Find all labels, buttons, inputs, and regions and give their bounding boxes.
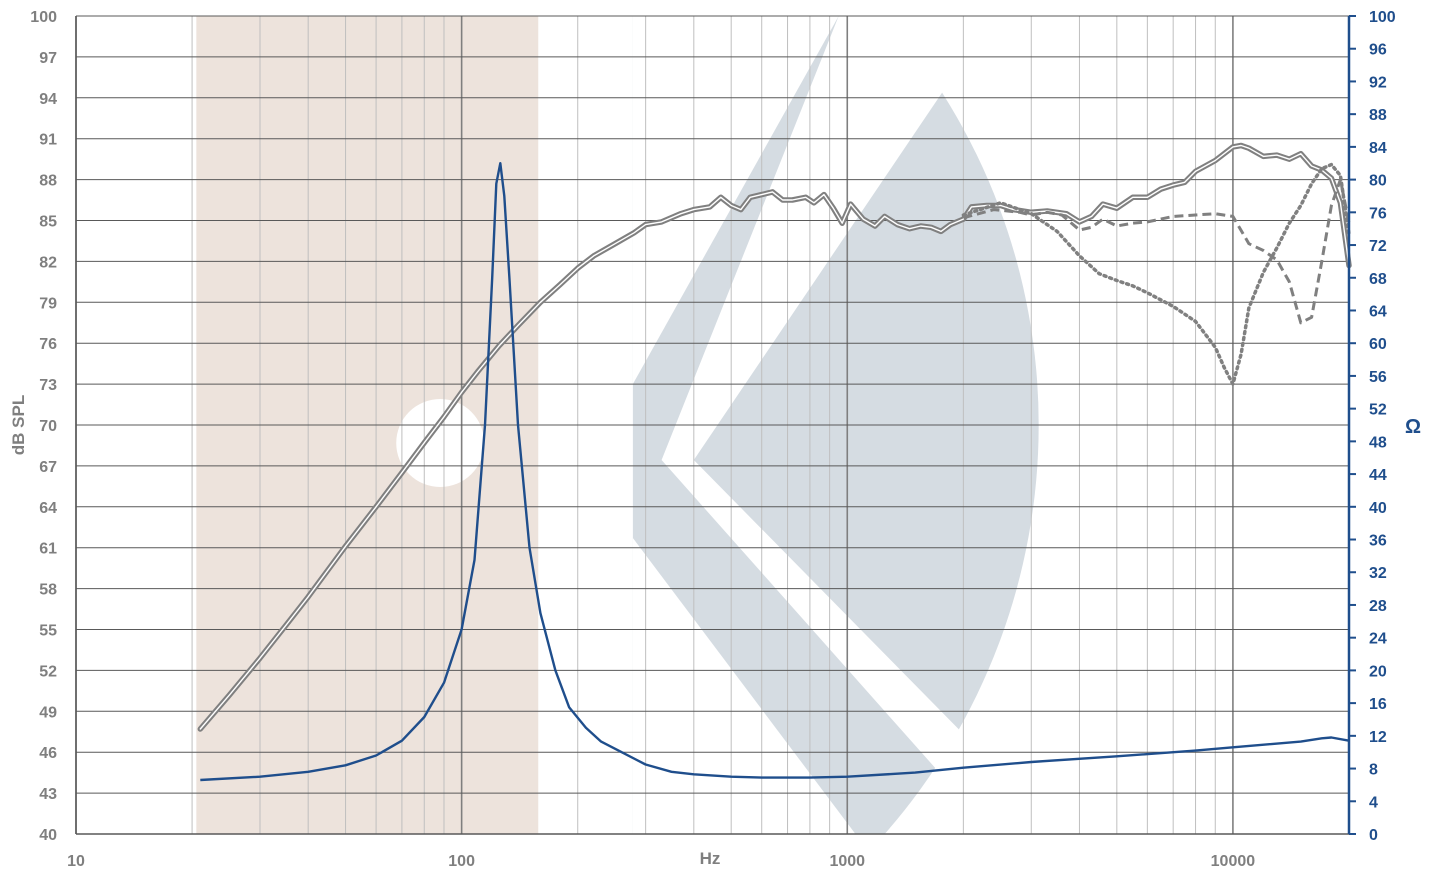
y-tick-label-right: 40 (1369, 500, 1387, 517)
y-axis-label-right: Ω (1405, 416, 1421, 438)
tick-labels: 4043464952555861646770737679828588919497… (30, 9, 1396, 870)
y-tick-label-right: 24 (1369, 631, 1387, 648)
y-tick-label-right: 60 (1369, 336, 1387, 353)
y-tick-label-right: 96 (1369, 42, 1387, 59)
y-tick-label-left: 85 (39, 214, 57, 231)
y-tick-label-left: 43 (39, 786, 57, 803)
axes (75, 15, 1356, 835)
x-tick-label: 10 (67, 853, 85, 870)
spl-offaxis-dashed-line (963, 178, 1351, 325)
x-tick-label: 100 (448, 853, 475, 870)
y-tick-label-left: 52 (39, 663, 57, 680)
y-tick-label-left: 46 (39, 745, 57, 762)
y-tick-label-left: 55 (39, 623, 57, 640)
spl-offaxis-dotted-line (961, 162, 1351, 389)
y-tick-label-left: 94 (39, 91, 57, 108)
watermark-white-wedge-bottom (632, 538, 856, 834)
watermark-circle (396, 399, 485, 487)
y-tick-label-right: 76 (1369, 205, 1387, 222)
series-lines (197, 142, 1352, 782)
y-tick-label-right: 84 (1369, 140, 1387, 157)
x-tick-label: 1000 (829, 853, 865, 870)
y-tick-label-right: 64 (1369, 303, 1387, 320)
y-tick-label-right: 80 (1369, 173, 1387, 190)
y-tick-label-right: 36 (1369, 533, 1387, 550)
y-tick-label-left: 49 (39, 704, 57, 721)
y-tick-label-left: 64 (39, 500, 57, 517)
y-tick-label-left: 82 (39, 254, 57, 271)
y-tick-label-right: 8 (1369, 762, 1378, 779)
y-tick-label-right: 4 (1369, 794, 1378, 811)
y-tick-label-left: 79 (39, 295, 57, 312)
y-tick-label-left: 76 (39, 336, 57, 353)
y-tick-label-left: 91 (39, 132, 57, 149)
y-tick-label-right: 28 (1369, 598, 1387, 615)
watermark-white-wedge-top (632, 16, 839, 384)
y-tick-label-right: 20 (1369, 663, 1387, 680)
y-tick-label-right: 32 (1369, 565, 1387, 582)
y-tick-label-right: 100 (1369, 9, 1396, 26)
y-axis-label-left: dB SPL (9, 395, 28, 455)
y-tick-label-left: 97 (39, 50, 57, 67)
y-tick-label-right: 44 (1369, 467, 1387, 484)
y-tick-label-right: 0 (1369, 827, 1378, 844)
y-tick-label-left: 40 (39, 827, 57, 844)
y-tick-label-left: 100 (30, 9, 57, 26)
x-axis-label: Hz (700, 849, 721, 868)
y-tick-label-left: 70 (39, 418, 57, 435)
spl-line-inner (199, 144, 1350, 730)
y-tick-label-right: 92 (1369, 74, 1387, 91)
impedance-line (200, 162, 1350, 782)
y-tick-label-right: 52 (1369, 402, 1387, 419)
y-tick-label-left: 61 (39, 541, 57, 558)
y-tick-label-right: 88 (1369, 107, 1387, 124)
y-tick-label-left: 88 (39, 173, 57, 190)
grid-lines (75, 15, 1350, 835)
y-tick-label-right: 16 (1369, 696, 1387, 713)
x-tick-label: 10000 (1211, 853, 1256, 870)
y-tick-label-left: 67 (39, 459, 57, 476)
y-tick-label-right: 48 (1369, 434, 1387, 451)
y-tick-label-right: 68 (1369, 271, 1387, 288)
y-tick-label-left: 73 (39, 377, 57, 394)
y-tick-label-right: 56 (1369, 369, 1387, 386)
y-tick-label-left: 58 (39, 582, 57, 599)
y-tick-label-right: 12 (1369, 729, 1387, 746)
y-tick-label-right: 72 (1369, 238, 1387, 255)
